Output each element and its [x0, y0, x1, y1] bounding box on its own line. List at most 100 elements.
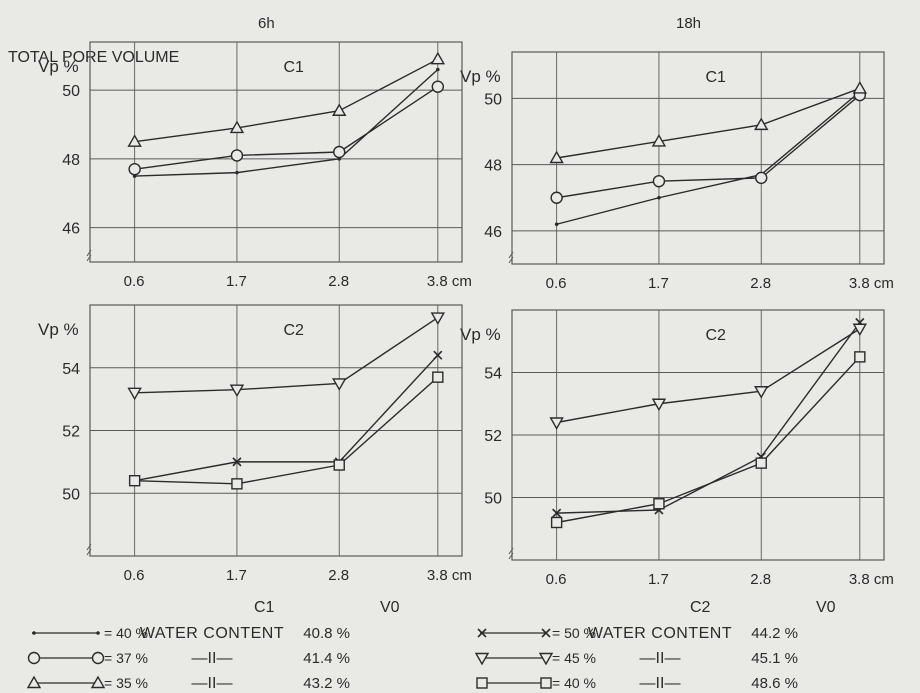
- y-axis-label: Vp %: [460, 67, 501, 86]
- x-tick-label: 1.7: [648, 275, 669, 292]
- legend-row: = 50 %WATER CONTENT 44.2 %: [477, 625, 798, 642]
- x-tick-label: 1.7: [648, 571, 669, 588]
- data-point-triangle-down: [754, 386, 769, 399]
- data-point-circle: [550, 191, 563, 204]
- series-line: [134, 86, 439, 170]
- legend-v0-value: 40.8 %: [303, 625, 350, 642]
- legend-row: = 40 %WATER CONTENT 40.8 %: [32, 625, 350, 642]
- data-point-circle: [230, 149, 244, 162]
- panel-label: C1: [283, 59, 304, 76]
- x-tick-label: 0.6: [124, 567, 145, 584]
- axis-break-mark: [508, 251, 514, 264]
- data-point-dot: [657, 195, 661, 200]
- series-dot: [554, 89, 862, 227]
- series-line: [556, 356, 861, 524]
- x-tick-label: 0.6: [546, 571, 567, 588]
- data-point-triangle-down: [549, 417, 564, 430]
- legend-marker-cross: [541, 628, 551, 638]
- data-point-square: [128, 475, 141, 487]
- legend-v0-value: 43.2 %: [303, 675, 350, 692]
- legend-v0-value: 45.1 %: [751, 650, 798, 667]
- legend-marker-cross: [477, 628, 487, 638]
- x-tick-label: 3.8 cm: [849, 571, 894, 588]
- data-point-square: [432, 371, 444, 383]
- y-tick-label: 46: [62, 221, 80, 238]
- legend-row: = 35 % —II— 43.2 %: [26, 675, 350, 692]
- series-line: [134, 354, 439, 482]
- data-point-triangle-down: [430, 312, 446, 325]
- y-tick-label: 54: [484, 366, 502, 383]
- legend-text: WATER CONTENT: [588, 625, 732, 642]
- series-line: [556, 328, 861, 424]
- axis-break-mark: [86, 543, 92, 556]
- data-point-circle: [431, 80, 445, 93]
- y-tick-label: 48: [484, 158, 502, 175]
- header-18h: 18h: [676, 15, 701, 32]
- x-tick-label: 3.8 cm: [849, 275, 894, 292]
- data-point-triangle-up: [229, 120, 245, 134]
- legend-marker-circle: [27, 651, 41, 665]
- y-axis-label: Vp %: [38, 57, 79, 76]
- x-tick-label: 0.6: [546, 275, 567, 292]
- legend-label: = 40 %: [552, 675, 596, 691]
- legend-marker-triangle-down: [474, 652, 490, 666]
- y-tick-label: 52: [62, 424, 80, 441]
- x-tick-label: 2.8: [750, 571, 771, 588]
- total-pore-volume-title: TOTAL PORE VOLUME: [8, 49, 179, 66]
- data-point-triangle-down: [852, 323, 868, 337]
- legend-text: —II—: [640, 675, 681, 692]
- legend-c2-title: C2: [690, 599, 711, 616]
- legend-marker-square: [540, 677, 552, 689]
- data-point-circle: [755, 171, 768, 185]
- y-tick-label: 50: [484, 91, 502, 108]
- legend-marker-circle: [91, 651, 105, 665]
- legend-c1-v0: V0: [380, 599, 400, 616]
- panel-frame: [89, 41, 463, 263]
- legend-marker-dot: [32, 631, 36, 635]
- y-tick-label: 50: [62, 83, 80, 100]
- panel-18h-c1: 46 48 50 0.6 1.7 2.8 3.8 cm Vp % C1: [460, 51, 894, 292]
- series-triangle-up: [549, 81, 868, 164]
- data-point-dot: [235, 170, 239, 175]
- legend-text: —II—: [192, 650, 233, 667]
- series-line: [134, 58, 439, 143]
- panel-label: C2: [283, 322, 304, 339]
- axis-break-mark: [508, 547, 514, 560]
- data-point-square: [854, 351, 866, 363]
- legend-marker-triangle-up: [90, 675, 106, 689]
- x-tick-label: 1.7: [226, 273, 247, 290]
- data-point-triangle-up: [852, 81, 868, 94]
- legend-marker-dot: [96, 631, 100, 635]
- data-point-triangle-down: [229, 384, 245, 398]
- series-triangle-down: [549, 323, 868, 430]
- series-line: [134, 68, 439, 177]
- y-tick-label: 48: [62, 152, 80, 169]
- y-axis-label: Vp %: [38, 320, 79, 339]
- x-tick-label: 3.8 cm: [427, 273, 472, 290]
- legend-row: = 37 % —II— 41.4 %: [27, 650, 350, 667]
- chart-panels: 46 48 50 0.6 1.7 2.8 3.8 cm Vp % C1 46 48 50 0.6 1.7 2…: [38, 41, 894, 588]
- series-cross: [552, 317, 865, 518]
- data-point-cross: [232, 457, 242, 467]
- data-point-triangle-up: [754, 117, 769, 131]
- legend-marker-triangle-down: [538, 652, 554, 666]
- series-line: [134, 316, 439, 394]
- panel-label: C2: [705, 327, 726, 344]
- data-point-triangle-down: [651, 398, 667, 412]
- data-point-dot: [436, 67, 440, 72]
- panel-6h-c1: 46 48 50 0.6 1.7 2.8 3.8 cm Vp % C1: [38, 41, 472, 290]
- legend-label: = 50 %: [552, 625, 596, 641]
- x-tick-label: 2.8: [328, 567, 349, 584]
- panel-label: C1: [705, 69, 726, 86]
- data-point-square: [333, 459, 345, 471]
- data-point-triangle-down: [332, 378, 347, 391]
- series-square: [550, 351, 866, 529]
- y-tick-label: 50: [62, 486, 80, 503]
- x-tick-label: 2.8: [328, 273, 349, 290]
- legend-text: WATER CONTENT: [140, 625, 284, 642]
- data-point-triangle-up: [549, 150, 564, 164]
- legend-text: —II—: [640, 650, 681, 667]
- data-point-dot: [554, 222, 559, 227]
- series-cross: [130, 350, 443, 486]
- axis-break-mark: [86, 249, 92, 262]
